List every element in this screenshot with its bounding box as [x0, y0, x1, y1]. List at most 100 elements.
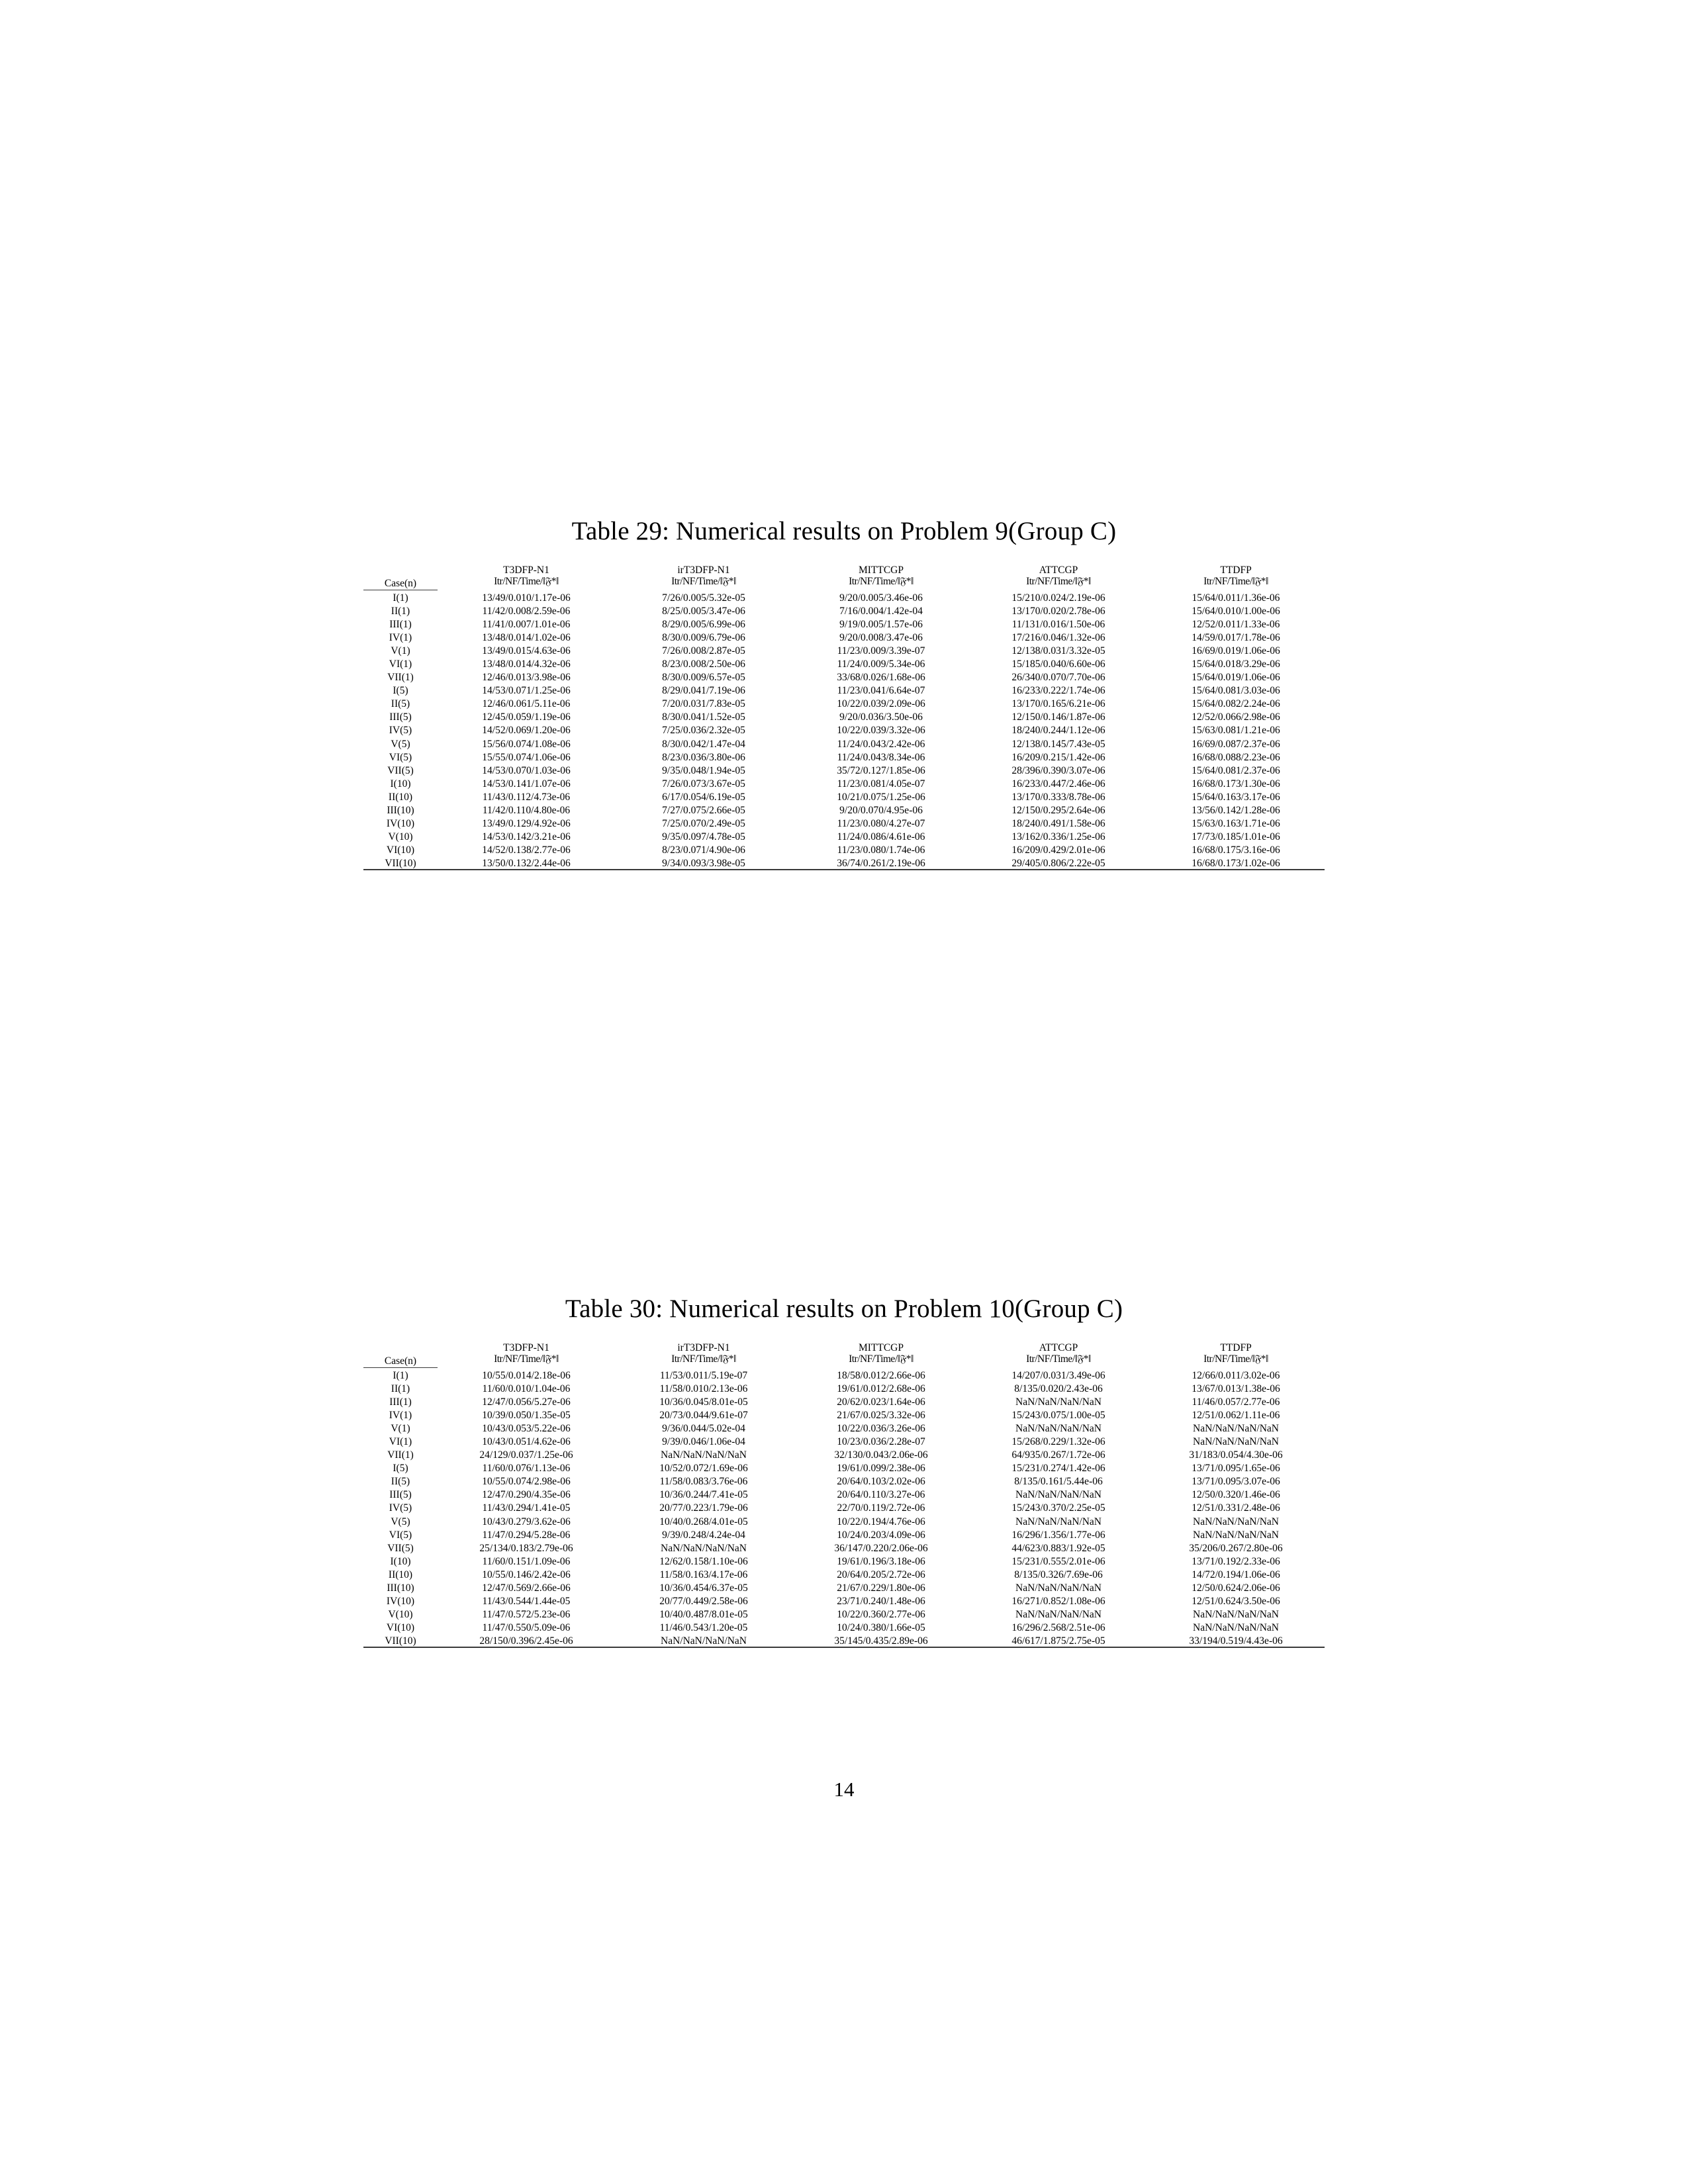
cell-mittcgp: 9/20/0.005/3.46e-06: [839, 592, 923, 604]
cell-t3dfp-n1: 14/53/0.070/1.03e-06: [482, 764, 571, 776]
column-header-method-attcgp: ATTCGP: [1039, 565, 1078, 576]
cell-attcgp: 16/233/0.447/2.46e-06: [1011, 778, 1105, 790]
cell-attcgp: NaN/NaN/NaN/NaN: [1015, 1609, 1102, 1621]
cell-attcgp: 8/135/0.326/7.69e-06: [1014, 1569, 1103, 1580]
column-header-method-ttdfp: TTDFP: [1220, 565, 1252, 576]
cell-case: VI(10): [386, 844, 415, 856]
cell-case: IV(10): [386, 818, 415, 830]
cell-mittcgp: 11/24/0.086/4.61e-06: [837, 831, 925, 843]
cell-irt3dfp-n1: 9/35/0.048/1.94e-05: [662, 764, 745, 776]
cell-irt3dfp-n1: 8/30/0.009/6.79e-06: [662, 631, 745, 643]
table-row: I(5) 14/53/0.071/1.25e-06 8/29/0.041/7.19e…: [363, 683, 1325, 696]
column-header-method-ttdfp: TTDFP: [1220, 1342, 1252, 1353]
cell-mittcgp: 11/24/0.043/8.34e-06: [837, 751, 925, 763]
cell-ttdfp: 15/63/0.081/1.21e-06: [1192, 725, 1280, 737]
cell-t3dfp-n1: 12/45/0.059/1.19e-06: [482, 711, 571, 723]
cell-mittcgp: 21/67/0.229/1.80e-06: [837, 1582, 925, 1594]
cell-ttdfp: 15/64/0.082/2.24e-06: [1192, 698, 1280, 710]
cell-case: VII(1): [387, 672, 414, 684]
cell-mittcgp: 11/23/0.041/6.64e-07: [837, 685, 925, 697]
cell-irt3dfp-n1: 12/62/0.158/1.10e-06: [659, 1555, 748, 1567]
cell-irt3dfp-n1: 10/52/0.072/1.69e-06: [659, 1463, 748, 1475]
table-row: III(10) 11/42/0.110/4.80e-06 7/27/0.075/2.…: [363, 803, 1325, 816]
table-row: VII(10) 28/150/0.396/2.45e-06 NaN/NaN/NaN/…: [363, 1633, 1325, 1649]
cell-irt3dfp-n1: 9/39/0.248/4.24e-04: [662, 1529, 745, 1541]
cell-t3dfp-n1: 13/50/0.132/2.44e-06: [438, 856, 615, 871]
cell-case: III(10): [387, 804, 414, 816]
table-row: III(1) 12/47/0.056/5.27e-06 10/36/0.045/8.…: [363, 1394, 1325, 1408]
table-29-head: Case(n) T3DFP-N1 irT3DFP-N1 MITTCGP ATTCGP TT…: [363, 561, 1325, 590]
cell-irt3dfp-n1: NaN/NaN/NaN/NaN: [661, 1542, 747, 1554]
cell-attcgp: 16/209/0.429/2.01e-06: [1011, 844, 1105, 856]
table-29-body: I(1) 13/49/0.010/1.17e-06 7/26/0.005/5.32e…: [363, 590, 1325, 871]
cell-irt3dfp-n1: 6/17/0.054/6.19e-05: [662, 791, 745, 803]
cell-irt3dfp-n1: 8/30/0.042/1.47e-04: [662, 738, 745, 750]
metric-header-label: Itr/NF/Time/‖𝔉*‖: [671, 1353, 736, 1365]
cell-case: I(5): [393, 1463, 408, 1475]
cell-irt3dfp-n1: 7/25/0.036/2.32e-05: [662, 725, 745, 737]
cell-attcgp: 14/207/0.031/3.49e-06: [1011, 1369, 1105, 1381]
cell-ttdfp: 13/67/0.013/1.38e-06: [1192, 1383, 1280, 1394]
table-row: VII(10) 13/50/0.132/2.44e-06 9/34/0.093/3.…: [363, 856, 1325, 871]
cell-t3dfp-n1: 14/53/0.142/3.21e-06: [482, 831, 571, 843]
cell-mittcgp: 20/64/0.103/2.02e-06: [837, 1476, 925, 1488]
table-row: IV(1) 13/48/0.014/1.02e-06 8/30/0.009/6.79…: [363, 630, 1325, 643]
table-row: VI(5) 11/47/0.294/5.28e-06 9/39/0.248/4.24…: [363, 1527, 1325, 1540]
metric-header-label: Itr/NF/Time/‖𝔉*‖: [494, 575, 559, 587]
table-30-caption: Table 30: Numerical results on Problem 1…: [565, 1295, 1123, 1323]
metric-header-label: Itr/NF/Time/‖𝔉*‖: [671, 575, 736, 587]
cell-case: V(1): [391, 645, 410, 657]
cell-irt3dfp-n1: 10/36/0.454/6.37e-05: [659, 1582, 748, 1594]
table-row: VI(10) 11/47/0.550/5.09e-06 11/46/0.543/1.…: [363, 1620, 1325, 1633]
cell-attcgp: 46/617/1.875/2.75e-05: [970, 1633, 1147, 1649]
cell-case: IV(5): [389, 725, 412, 737]
cell-irt3dfp-n1: 7/26/0.008/2.87e-05: [662, 645, 745, 657]
table-row: I(10) 14/53/0.141/1.07e-06 7/26/0.073/3.67…: [363, 776, 1325, 790]
table-row: V(5) 10/43/0.279/3.62e-06 10/40/0.268/4.01…: [363, 1514, 1325, 1527]
cell-t3dfp-n1: 12/46/0.013/3.98e-06: [482, 672, 571, 684]
cell-irt3dfp-n1: 9/35/0.097/4.78e-05: [662, 831, 745, 843]
cell-mittcgp: 18/58/0.012/2.66e-06: [837, 1369, 925, 1381]
cell-attcgp: 13/170/0.020/2.78e-06: [1011, 605, 1105, 617]
cell-irt3dfp-n1: 8/29/0.041/7.19e-06: [662, 685, 745, 697]
cell-mittcgp: 11/23/0.080/1.74e-06: [837, 844, 925, 856]
cell-irt3dfp-n1: 8/23/0.036/3.80e-06: [662, 751, 745, 763]
cell-case: VII(1): [387, 1449, 414, 1461]
cell-t3dfp-n1: 13/49/0.010/1.17e-06: [482, 592, 571, 604]
metric-header-label: Itr/NF/Time/‖𝔉*‖: [849, 575, 914, 587]
cell-attcgp: 12/150/0.146/1.87e-06: [1011, 711, 1105, 723]
cell-case: IV(1): [389, 1409, 412, 1421]
table-30-block: Table 30: Numerical results on Problem 1…: [0, 1294, 1688, 1649]
cell-case: V(5): [391, 738, 410, 750]
cell-ttdfp: 13/71/0.095/1.65e-06: [1192, 1463, 1280, 1475]
cell-t3dfp-n1: 14/52/0.069/1.20e-06: [482, 725, 571, 737]
cell-irt3dfp-n1: 8/30/0.041/1.52e-05: [662, 711, 745, 723]
metric-header-label: Itr/NF/Time/‖𝔉*‖: [1203, 575, 1268, 587]
cell-ttdfp: 16/68/0.173/1.30e-06: [1192, 778, 1280, 790]
column-header-method-mittcgp: MITTCGP: [858, 565, 904, 576]
table-row: IV(5) 11/43/0.294/1.41e-05 20/77/0.223/1.7…: [363, 1500, 1325, 1514]
cell-t3dfp-n1: 11/43/0.544/1.44e-05: [482, 1596, 571, 1608]
cell-irt3dfp-n1: 10/40/0.487/8.01e-05: [659, 1609, 748, 1621]
column-subheader-metrics-3: Itr/NF/Time/‖𝔉*‖: [970, 1353, 1147, 1368]
cell-attcgp: 26/340/0.070/7.70e-06: [1011, 672, 1105, 684]
metric-header-label: Itr/NF/Time/‖𝔉*‖: [1203, 1353, 1268, 1365]
cell-ttdfp: 15/64/0.018/3.29e-06: [1192, 659, 1280, 670]
metric-header-label: Itr/NF/Time/‖𝔉*‖: [494, 1353, 559, 1365]
cell-t3dfp-n1: 11/47/0.550/5.09e-06: [482, 1622, 571, 1634]
cell-attcgp: 15/243/0.370/2.25e-05: [1011, 1502, 1105, 1514]
cell-irt3dfp-n1: NaN/NaN/NaN/NaN: [615, 1633, 792, 1649]
cell-ttdfp: NaN/NaN/NaN/NaN: [1193, 1609, 1279, 1621]
cell-attcgp: 29/405/0.806/2.22e-05: [970, 856, 1147, 871]
cell-t3dfp-n1: 11/42/0.008/2.59e-06: [482, 605, 571, 617]
cell-ttdfp: 13/71/0.192/2.33e-06: [1192, 1555, 1280, 1567]
cell-attcgp: 17/216/0.046/1.32e-06: [1011, 631, 1105, 643]
cell-case: V(10): [388, 831, 413, 843]
cell-irt3dfp-n1: 11/53/0.011/5.19e-07: [659, 1369, 748, 1381]
cell-case: VI(5): [389, 751, 412, 763]
cell-irt3dfp-n1: 10/36/0.045/8.01e-05: [659, 1396, 748, 1408]
table-29-caption: Table 29: Numerical results on Problem 9…: [571, 517, 1117, 545]
column-subheader-metrics-2: Itr/NF/Time/‖𝔉*‖: [792, 1353, 970, 1368]
column-subheader-metrics-2: Itr/NF/Time/‖𝔉*‖: [792, 576, 970, 590]
metric-header-label: Itr/NF/Time/‖𝔉*‖: [1026, 1353, 1091, 1365]
